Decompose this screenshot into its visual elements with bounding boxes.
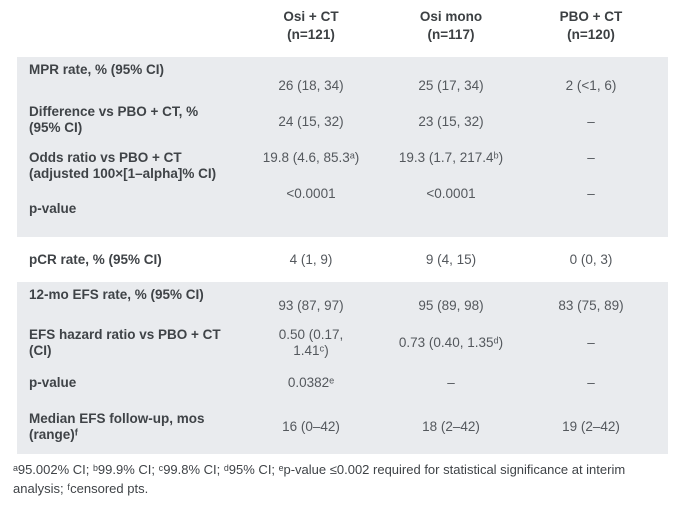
table-header-row: Osi + CT (n=121) Osi mono (n=117) PBO + … xyxy=(17,0,668,57)
column-header-n: (n=117) xyxy=(427,27,475,42)
value-cell: <0.0001 xyxy=(426,186,476,201)
value-cell: – xyxy=(587,150,595,165)
value-cell: 9 (4, 15) xyxy=(425,251,477,267)
row-label: EFS hazard ratio vs PBO + CT (CI) xyxy=(29,327,221,358)
row-label: 12-mo EFS rate, % (95% CI) xyxy=(29,287,204,302)
value-cell: 25 (17, 34) xyxy=(418,78,484,93)
column-header-n: (n=120) xyxy=(567,27,615,42)
column-header-label: Osi mono xyxy=(419,9,483,24)
value-cell: – xyxy=(587,335,595,350)
table-row-efs-rate: 12-mo EFS rate, % (95% CI) 93 (87, 97) 9… xyxy=(17,282,668,319)
table-row-efs-hazard-ratio: EFS hazard ratio vs PBO + CT (CI) 0.50 (… xyxy=(17,319,668,367)
table-row-pcr-rate: pCR rate, % (95% CI) 4 (1, 9) 9 (4, 15) … xyxy=(17,237,668,282)
value-cell: 83 (75, 89) xyxy=(558,298,624,313)
table-row-mpr-rate: MPR rate, % (95% CI) 26 (18, 34) 25 (17,… xyxy=(17,57,668,99)
value-cell: 93 (87, 97) xyxy=(278,298,344,313)
column-header-osi-ct: Osi + CT (n=121) xyxy=(240,8,382,57)
row-label: Median EFS follow-up, mos (range)ᶠ xyxy=(29,410,205,442)
table-row-mpr-pvalue: p-value <0.0001 <0.0001 – xyxy=(17,181,668,237)
row-label: p-value xyxy=(29,375,77,390)
value-cell: – xyxy=(447,375,455,390)
section-mpr: MPR rate, % (95% CI) 26 (18, 34) 25 (17,… xyxy=(17,57,668,237)
column-header-n: (n=121) xyxy=(287,27,335,42)
header-spacer xyxy=(29,8,240,57)
row-label: MPR rate, % (95% CI) xyxy=(29,62,165,77)
table-row-efs-pvalue: p-value 0.0382ᵉ – – xyxy=(17,367,668,399)
column-header-label: PBO + CT xyxy=(559,9,623,24)
value-cell: – xyxy=(587,375,595,390)
column-header-osi-mono: Osi mono (n=117) xyxy=(382,8,520,57)
value-cell: 16 (0–42) xyxy=(282,418,340,434)
table-row-efs-followup: Median EFS follow-up, mos (range)ᶠ 16 (0… xyxy=(17,399,668,454)
section-pcr: pCR rate, % (95% CI) 4 (1, 9) 9 (4, 15) … xyxy=(17,237,668,282)
value-cell: 23 (15, 32) xyxy=(418,114,484,129)
value-cell: 0.50 (0.17, 1.41ᶜ) xyxy=(278,327,344,358)
footnote: ᵃ95.002% CI; ᵇ99.9% CI; ᶜ99.8% CI; ᵈ95% … xyxy=(13,462,626,496)
value-cell: 4 (1, 9) xyxy=(289,251,333,267)
value-cell: 19 (2–42) xyxy=(562,418,620,434)
column-header-label: Osi + CT xyxy=(283,9,339,24)
value-cell: 0.73 (0.40, 1.35ᵈ) xyxy=(398,335,504,350)
value-cell: – xyxy=(587,114,595,129)
value-cell: 19.8 (4.6, 85.3ᵃ) xyxy=(262,150,360,165)
value-cell: 0.0382ᵉ xyxy=(287,375,335,390)
table-row-odds-ratio: Odds ratio vs PBO + CT (adjusted 100×[1–… xyxy=(17,145,668,181)
value-cell: 2 (<1, 6) xyxy=(565,78,617,93)
value-cell: – xyxy=(587,186,595,201)
row-label: Odds ratio vs PBO + CT (adjusted 100×[1–… xyxy=(29,150,217,181)
section-efs: 12-mo EFS rate, % (95% CI) 93 (87, 97) 9… xyxy=(17,282,668,454)
value-cell: 95 (89, 98) xyxy=(418,298,484,313)
value-cell: 24 (15, 32) xyxy=(278,114,344,129)
column-header-pbo-ct: PBO + CT (n=120) xyxy=(520,8,662,57)
value-cell: 0 (0, 3) xyxy=(569,251,613,267)
row-label: p-value xyxy=(29,201,77,216)
value-cell: 19.3 (1.7, 217.4ᵇ) xyxy=(398,150,504,165)
row-label: Difference vs PBO + CT, % (95% CI) xyxy=(29,104,199,135)
row-label: pCR rate, % (95% CI) xyxy=(29,251,162,267)
table-row-difference: Difference vs PBO + CT, % (95% CI) 24 (1… xyxy=(17,99,668,145)
value-cell: <0.0001 xyxy=(286,186,336,201)
value-cell: 26 (18, 34) xyxy=(278,78,344,93)
value-cell: 18 (2–42) xyxy=(422,418,480,434)
